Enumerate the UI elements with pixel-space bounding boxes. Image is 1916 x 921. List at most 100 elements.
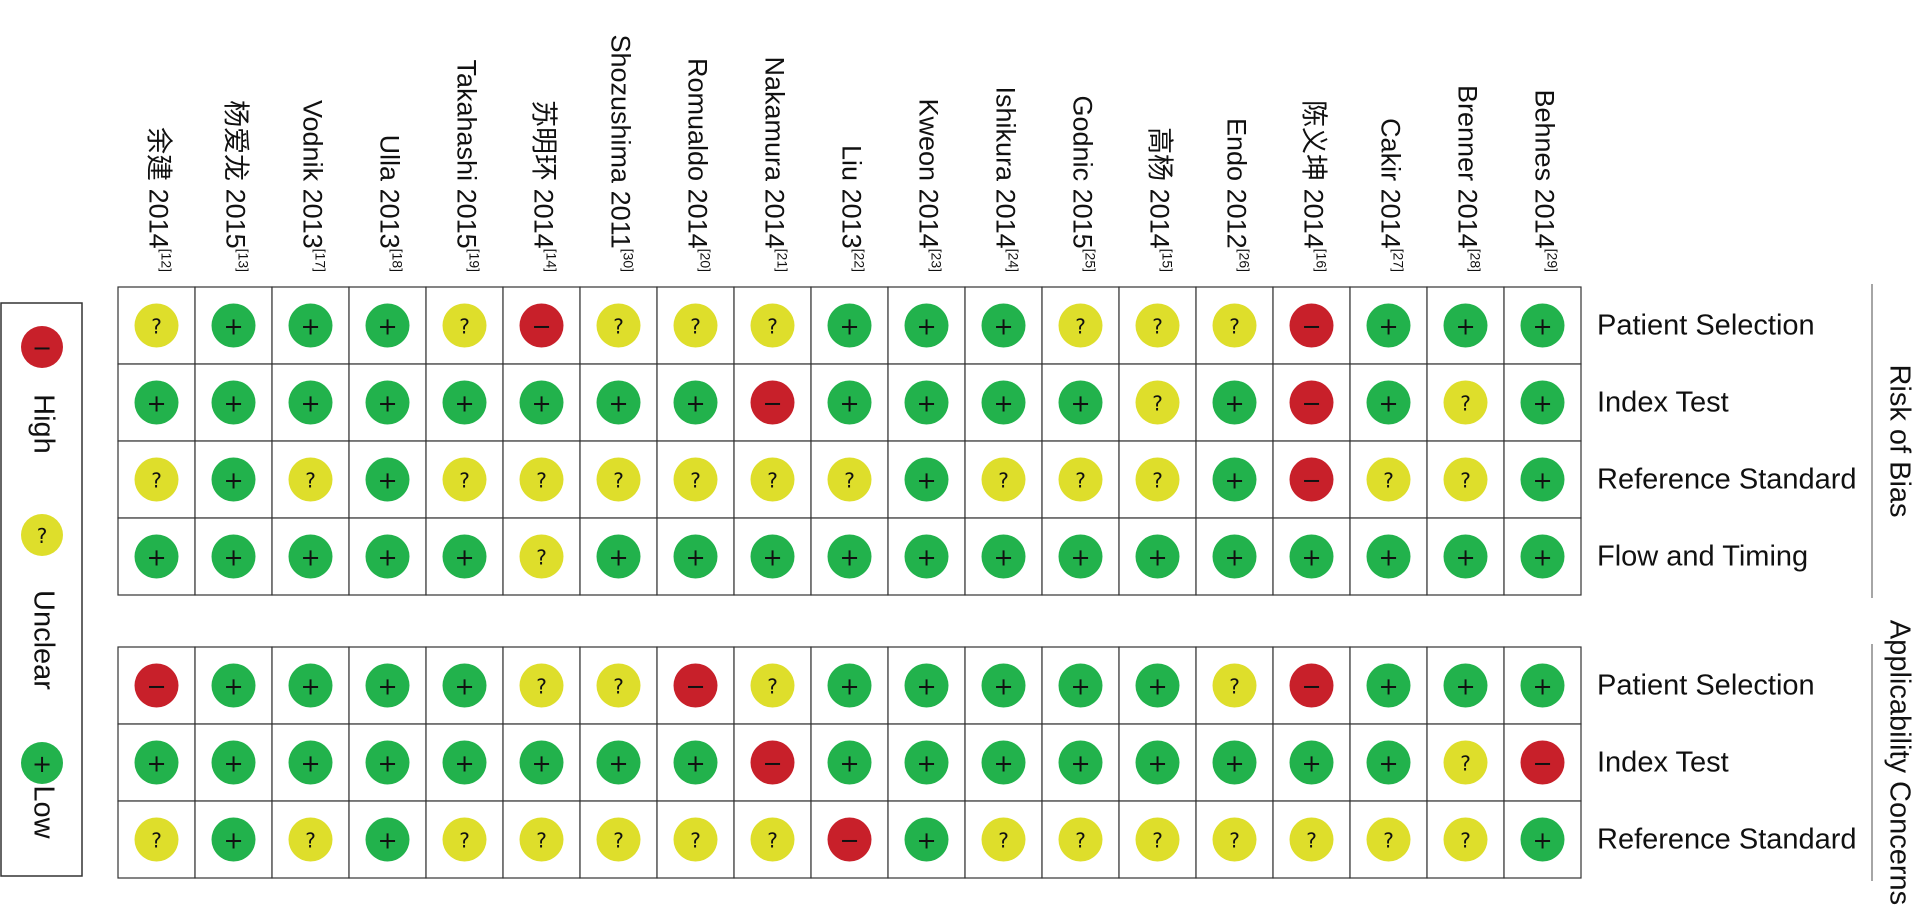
rating-symbol-1-0-15: − [1301,673,1321,701]
rating-symbol-0-1-15: − [1301,390,1321,418]
study-ref: [20] [698,249,714,272]
study-name: Brenner 2014 [1452,85,1482,249]
rating-symbol-0-3-3: + [377,544,397,572]
rating-dot-1-2-1 [211,817,256,862]
domain-label-0-0: Patient Selection [1597,310,1815,342]
rating-dot-1-0-8 [750,663,795,708]
rating-dot-1-2-8 [750,817,795,862]
legend-dot-low [21,742,63,784]
rating-symbol-0-0-14: ? [1229,315,1240,339]
rating-dot-1-0-12 [1058,663,1103,708]
study-label-0: 余建 2014[12] [143,127,174,272]
rating-dot-1-2-15 [1289,817,1334,862]
rating-dot-0-1-10 [904,380,949,425]
rating-dot-0-2-6 [596,457,641,502]
rating-dot-1-2-11 [981,817,1026,862]
rating-symbol-0-0-8: ? [767,315,778,339]
study-label-15: 陈义坤 2014[16] [1298,100,1329,272]
rating-symbol-0-3-9: + [839,544,859,572]
study-name: 余建 2014 [143,127,173,249]
rating-symbol-0-2-9: ? [844,469,855,493]
rating-symbol-1-0-6: ? [613,675,624,699]
rating-symbol-0-1-0: + [146,390,166,418]
rating-symbol-1-0-1: + [223,673,243,701]
rating-dot-0-2-10 [904,457,949,502]
rating-dot-0-0-11 [981,303,1026,348]
study-label-12: Godnic 2015[25] [1067,96,1098,272]
rating-symbol-0-3-17: + [1455,544,1475,572]
rating-dot-0-0-6 [596,303,641,348]
rating-dot-0-0-3 [365,303,410,348]
rating-dot-1-0-6 [596,663,641,708]
rating-symbol-1-2-12: ? [1075,829,1086,853]
rating-dot-0-0-1 [211,303,256,348]
rating-dot-0-0-10 [904,303,949,348]
study-ref: [29] [1545,249,1561,272]
study-name: Cakir 2014 [1375,118,1405,249]
study-label-2: Vodnik 2013[17] [297,100,328,272]
domain-label-1-1: Index Test [1597,747,1729,779]
rating-dot-0-1-7 [673,380,718,425]
rating-dot-0-3-16 [1366,534,1411,579]
group-label-0: Risk of Bias [1883,364,1915,517]
rating-dot-0-2-7 [673,457,718,502]
rating-symbol-0-1-4: + [454,390,474,418]
rating-symbol-0-0-2: + [300,313,320,341]
domain-label-0-3: Flow and Timing [1597,541,1808,573]
rating-symbol-1-1-15: + [1301,750,1321,778]
rating-symbol-0-1-8: − [762,390,782,418]
rating-symbol-0-0-12: ? [1075,315,1086,339]
rating-symbol-0-1-16: + [1378,390,1398,418]
rating-symbol-0-0-15: − [1301,313,1321,341]
rating-symbol-0-2-6: ? [613,469,624,493]
study-label-8: Nakamura 2014[21] [759,57,790,272]
rating-dot-1-1-5 [519,740,564,785]
rating-symbol-1-1-16: + [1378,750,1398,778]
rating-dot-0-0-8 [750,303,795,348]
rating-symbol-0-2-10: + [916,467,936,495]
rating-symbol-1-0-5: ? [536,675,547,699]
rating-symbol-0-3-0: + [146,544,166,572]
rating-symbol-1-2-14: ? [1229,829,1240,853]
rating-symbol-1-1-14: + [1224,750,1244,778]
rating-dot-0-3-11 [981,534,1026,579]
study-ref: [25] [1083,249,1099,272]
rating-dot-1-1-2 [288,740,333,785]
rating-dot-0-0-7 [673,303,718,348]
rating-dot-0-1-5 [519,380,564,425]
rating-symbol-1-0-4: + [454,673,474,701]
rating-symbol-0-3-14: + [1224,544,1244,572]
rating-dot-0-0-2 [288,303,333,348]
rating-dot-0-2-18 [1520,457,1565,502]
study-label-14: Endo 2012[26] [1221,118,1252,272]
rating-symbol-1-1-5: + [531,750,551,778]
rating-symbol-1-1-1: + [223,750,243,778]
rating-symbol-0-1-10: + [916,390,936,418]
study-label-4: Takahashi 2015[19] [451,59,482,272]
rating-dot-1-1-18 [1520,740,1565,785]
rating-dot-0-0-14 [1212,303,1257,348]
rating-dot-0-0-16 [1366,303,1411,348]
rating-dot-0-1-1 [211,380,256,425]
rating-symbol-0-2-16: ? [1383,469,1394,493]
rating-dot-0-3-1 [211,534,256,579]
rating-symbol-0-2-0: ? [151,469,162,493]
rating-dot-1-1-17 [1443,740,1488,785]
rating-dot-0-3-8 [750,534,795,579]
rating-symbol-0-2-1: + [223,467,243,495]
rating-symbol-1-2-8: ? [767,829,778,853]
rating-dot-0-3-15 [1289,534,1334,579]
rating-dot-1-0-3 [365,663,410,708]
rating-dot-1-0-5 [519,663,564,708]
rating-symbol-0-3-1: + [223,544,243,572]
rating-dot-1-1-7 [673,740,718,785]
rating-dot-1-2-5 [519,817,564,862]
rating-dot-0-1-2 [288,380,333,425]
rating-dot-0-3-0 [134,534,179,579]
rating-dot-0-0-12 [1058,303,1103,348]
rating-symbol-0-1-1: + [223,390,243,418]
study-name: Liu 2013 [836,145,866,249]
study-name: Kweon 2014 [913,99,943,249]
legend-symbol-unclear: ? [37,524,48,548]
rating-dot-0-1-16 [1366,380,1411,425]
